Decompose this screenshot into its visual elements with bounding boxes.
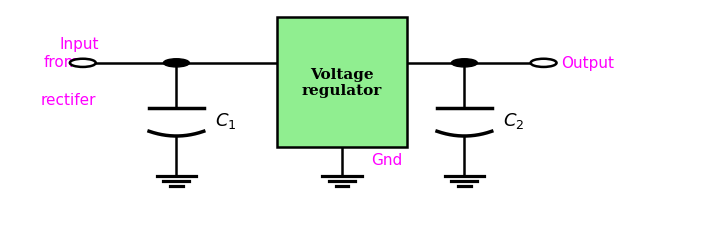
Circle shape	[70, 59, 96, 68]
Circle shape	[531, 59, 557, 68]
Text: from: from	[44, 55, 79, 70]
Circle shape	[451, 59, 477, 68]
Text: Input: Input	[60, 37, 99, 52]
Text: Voltage
regulator: Voltage regulator	[302, 68, 382, 98]
FancyBboxPatch shape	[277, 18, 407, 148]
Text: $C_2$: $C_2$	[503, 110, 524, 130]
Text: $C_1$: $C_1$	[215, 110, 236, 130]
Text: Output: Output	[562, 56, 615, 71]
Circle shape	[163, 59, 189, 68]
Text: Gnd: Gnd	[371, 152, 402, 167]
Text: rectifer: rectifer	[40, 92, 96, 107]
